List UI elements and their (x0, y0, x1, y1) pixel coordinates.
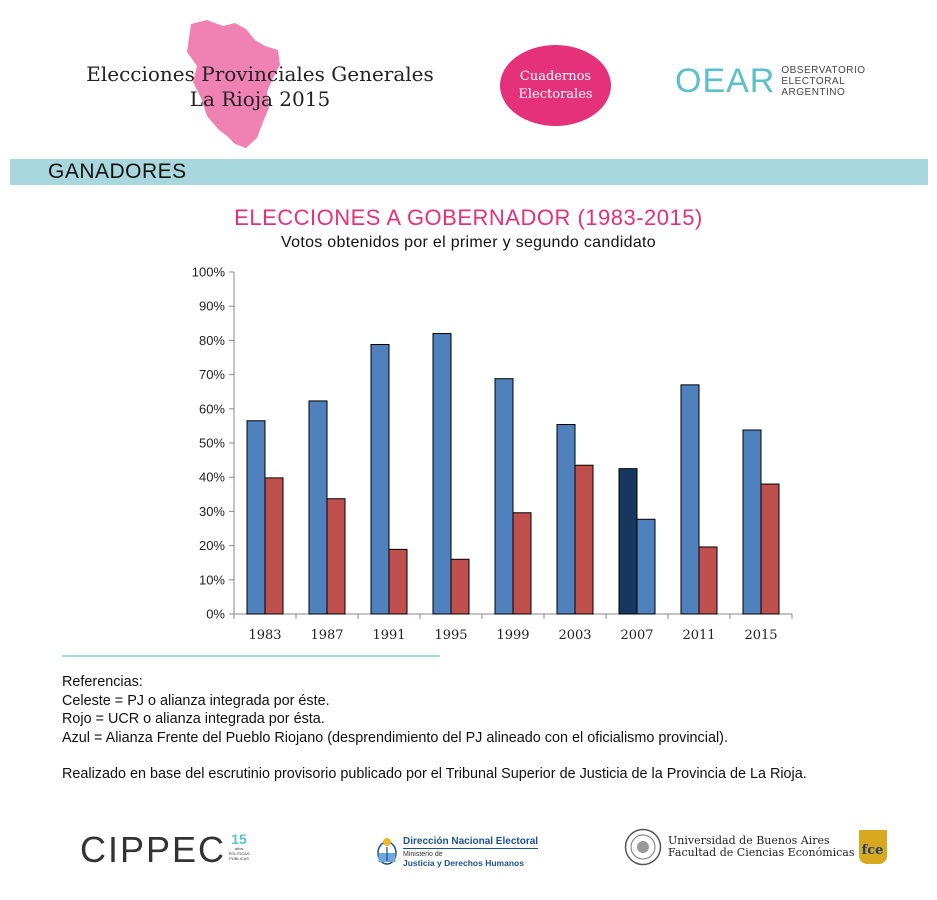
cuadernos-electorales-badge: Cuadernos Electorales (500, 45, 611, 126)
bar-1991-primer (370, 344, 390, 615)
bar-1999-primer (494, 378, 514, 615)
bar-1987-primer (308, 400, 328, 615)
cippec-sub: años POLÍTICAS PÚBLICAS (228, 846, 250, 861)
y-tick-label: 90% (199, 299, 225, 314)
x-tick-label: 1991 (372, 628, 405, 643)
x-tick-label: 2011 (682, 628, 715, 643)
y-tick-label: 20% (199, 538, 225, 553)
y-tick-label: 40% (199, 470, 225, 485)
x-tick-label: 1995 (434, 628, 467, 643)
oear-text: OBSERVATORIO ELECTORAL ARGENTINO (781, 65, 865, 98)
bar-2011-primer (680, 384, 700, 615)
chart-title: ELECCIONES A GOBERNADOR (1983-2015) (234, 205, 703, 230)
bar-1983-segundo (264, 477, 284, 615)
x-tick-label: 1999 (496, 628, 529, 643)
section-title: GANADORES (48, 160, 187, 183)
la-rioja-map-icon (187, 20, 280, 148)
dne-line3: Justicia y Derechos Humanos (403, 858, 524, 868)
badge-line2: Electorales (518, 86, 593, 102)
uba-text: Universidad de Buenos Aires Facultad de … (668, 835, 855, 859)
y-tick-label: 10% (199, 572, 225, 587)
notes: Referencias: Celeste = PJ o alianza inte… (62, 673, 902, 784)
divider (62, 655, 440, 657)
bar-2011-segundo (698, 546, 718, 615)
badge-line1: Cuadernos (519, 68, 592, 84)
uba-line2: Facultad de Ciencias Económicas (668, 846, 855, 859)
oear-line1: OBSERVATORIO (781, 65, 866, 76)
dne-line2: Ministerio de (403, 851, 443, 858)
cippec-15: 15 (231, 831, 247, 847)
x-tick-label: 2003 (558, 628, 591, 643)
notes-line-rojo: Rojo = UCR o alianza integrada por ésta. (62, 711, 325, 727)
bar-1983-primer (246, 420, 266, 615)
header-title: Elecciones Provinciales Generales La Rio… (60, 62, 460, 112)
bar-1995-segundo (450, 558, 470, 615)
bar-2007-primer (618, 468, 638, 615)
bar-chart: 0% 10% 20% 30% 40% 50% 60% 70% 80% 90% 100% 1983 198… (192, 265, 793, 643)
fce-label: fce (861, 843, 884, 858)
chart-subtitle: Votos obtenidos por el primer y segundo … (281, 234, 656, 251)
oear-mark: OEAR (675, 62, 776, 100)
bar-2007-segundo (636, 518, 656, 615)
y-tick-label: 100% (192, 265, 226, 280)
bar-2003-segundo (574, 464, 594, 615)
bar-1991-segundo (388, 548, 408, 615)
notes-line-azul: Azul = Alianza Frente del Pueblo Riojano… (62, 729, 728, 746)
section-band (10, 159, 928, 185)
bar-1987-segundo (326, 498, 346, 615)
notes-source: Realizado en base del escrutinio proviso… (62, 766, 807, 782)
bar-2003-primer (556, 424, 576, 615)
bar-2015-segundo (760, 483, 780, 615)
header-title-line2: La Rioja 2015 (189, 87, 331, 111)
bar-1999-segundo (512, 512, 532, 615)
notes-line-celeste: Celeste = PJ o alianza integrada por ést… (62, 692, 330, 709)
oear-logo: OEAR OBSERVATORIO ELECTORAL ARGENTINO (675, 62, 866, 101)
y-tick-label: 30% (199, 504, 225, 519)
uba-line1: Universidad de Buenos Aires (668, 834, 830, 847)
cippec-logo: CIPPEC 15 años POLÍTICAS PÚBLICAS (80, 832, 250, 868)
x-tick-label: 1987 (310, 628, 343, 643)
cippec-anniversary-badge: 15 años POLÍTICAS PÚBLICAS (228, 832, 250, 861)
y-tick-label: 80% (199, 333, 225, 348)
cippec-word: CIPPEC (80, 829, 227, 870)
fce-shield-icon: fce (858, 830, 887, 864)
y-tick-label: 60% (199, 401, 225, 416)
uba-seal-icon (624, 828, 662, 866)
y-tick-label: 70% (199, 367, 225, 382)
x-tick-label: 1983 (248, 628, 281, 643)
y-tick-label: 0% (206, 607, 225, 622)
bar-2015-primer (742, 429, 762, 615)
notes-heading: Referencias: (62, 674, 143, 690)
uba-logo: Universidad de Buenos Aires Facultad de … (624, 828, 887, 866)
dne-text: Dirección Nacional Electoral Ministerio … (403, 836, 539, 868)
argentina-coat-of-arms-icon (377, 838, 397, 865)
bar-1995-primer (432, 333, 452, 615)
x-tick-label: 2007 (620, 628, 653, 643)
dne-line1: Dirección Nacional Electoral (403, 836, 539, 849)
oear-line2: ELECTORAL (781, 76, 846, 87)
header-title-line1: Elecciones Provinciales Generales (86, 62, 434, 86)
x-tick-label: 2015 (744, 628, 777, 643)
oear-line3: ARGENTINO (781, 87, 846, 98)
y-tick-label: 50% (199, 436, 225, 451)
dne-logo: Dirección Nacional Electoral Ministerio … (376, 836, 539, 868)
